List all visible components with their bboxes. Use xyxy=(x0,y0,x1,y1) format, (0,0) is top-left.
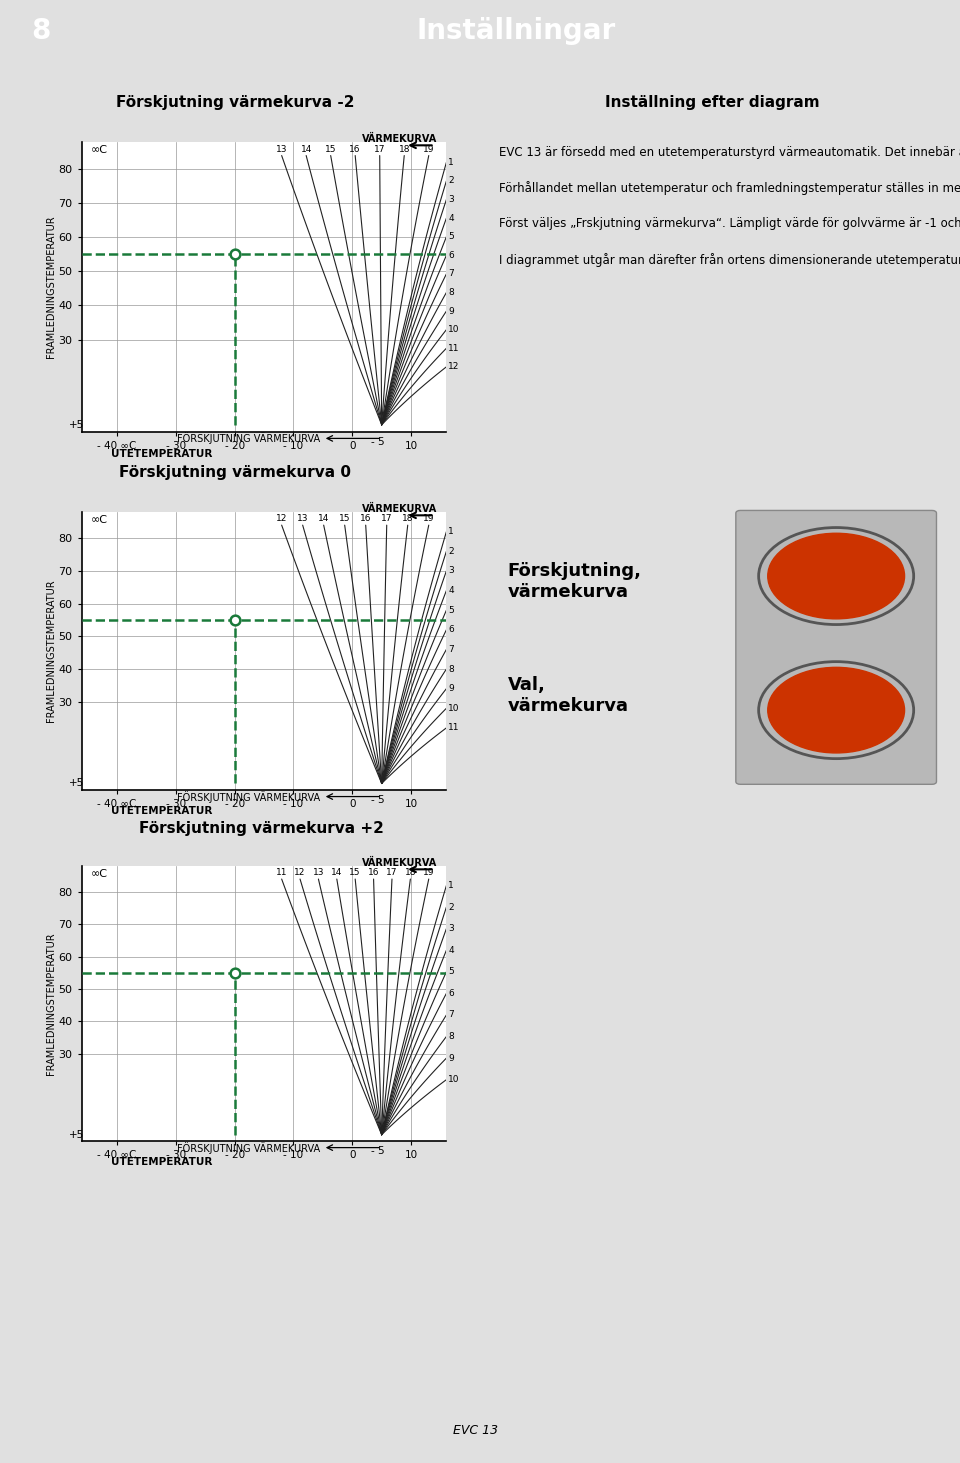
Text: 16: 16 xyxy=(368,869,379,878)
Text: 2: 2 xyxy=(448,903,454,911)
Text: 7: 7 xyxy=(448,1011,454,1020)
Text: 14: 14 xyxy=(300,145,312,154)
Text: 18: 18 xyxy=(402,515,414,524)
Circle shape xyxy=(768,667,904,753)
Text: 7: 7 xyxy=(448,645,454,654)
Text: Val,
värmekurva: Val, värmekurva xyxy=(508,676,629,715)
Text: Förskjutning värmekurva 0: Förskjutning värmekurva 0 xyxy=(119,465,351,480)
Text: 17: 17 xyxy=(386,869,397,878)
Text: 4: 4 xyxy=(448,214,454,222)
Text: Inställningar: Inställningar xyxy=(417,16,615,45)
Text: 10: 10 xyxy=(448,704,460,712)
Text: 8: 8 xyxy=(31,16,51,45)
Text: Inställning efter diagram: Inställning efter diagram xyxy=(606,95,820,110)
Text: VÄRMEKURVA: VÄRMEKURVA xyxy=(362,857,438,868)
Text: 1: 1 xyxy=(448,527,454,535)
Text: 14: 14 xyxy=(331,869,343,878)
Text: ∞C: ∞C xyxy=(90,515,108,525)
Text: 16: 16 xyxy=(349,145,361,154)
Text: 8: 8 xyxy=(448,1031,454,1042)
Text: 4: 4 xyxy=(448,945,454,955)
Text: 17: 17 xyxy=(381,515,393,524)
Text: +5: +5 xyxy=(69,420,84,430)
Text: 9: 9 xyxy=(448,307,454,316)
Text: 15: 15 xyxy=(339,515,350,524)
Text: 10: 10 xyxy=(448,325,460,334)
Text: 5: 5 xyxy=(448,233,454,241)
Text: ∞C: ∞C xyxy=(90,145,108,155)
Text: - 5: - 5 xyxy=(371,1146,385,1156)
Text: 15: 15 xyxy=(324,145,336,154)
Text: Förskjutning värmekurva -2: Förskjutning värmekurva -2 xyxy=(116,95,354,110)
Text: UTETEMPERATUR: UTETEMPERATUR xyxy=(111,806,212,816)
Text: 18: 18 xyxy=(404,869,416,878)
Text: 19: 19 xyxy=(423,515,435,524)
Text: 8: 8 xyxy=(448,664,454,673)
Text: 16: 16 xyxy=(360,515,372,524)
Text: FÖRSKJUTNING VÄRMEKURVA: FÖRSKJUTNING VÄRMEKURVA xyxy=(177,1141,320,1153)
Text: 13: 13 xyxy=(297,515,308,524)
Text: - 5: - 5 xyxy=(371,794,385,805)
Text: 9: 9 xyxy=(448,685,454,693)
Text: 8: 8 xyxy=(448,288,454,297)
Text: 9: 9 xyxy=(448,1053,454,1062)
Text: 2: 2 xyxy=(448,547,454,556)
Text: 3: 3 xyxy=(448,925,454,933)
Text: 3: 3 xyxy=(448,566,454,575)
Text: 13: 13 xyxy=(276,145,287,154)
Text: 6: 6 xyxy=(448,625,454,635)
Y-axis label: FRAMLEDNINGSTEMPERATUR: FRAMLEDNINGSTEMPERATUR xyxy=(46,579,56,723)
Text: 18: 18 xyxy=(398,145,410,154)
Text: VÄRMEKURVA: VÄRMEKURVA xyxy=(362,503,438,514)
Text: 4: 4 xyxy=(448,587,454,595)
Text: 11: 11 xyxy=(276,869,287,878)
Text: EVC 13 är försedd med en utetemperaturstyrd värmeautomatik. Det innebär att pann: EVC 13 är försedd med en utetemperaturst… xyxy=(499,145,960,266)
Text: 12: 12 xyxy=(448,363,460,372)
Text: 10: 10 xyxy=(448,1075,460,1084)
Text: EVC 13: EVC 13 xyxy=(452,1423,498,1437)
Text: 19: 19 xyxy=(423,869,435,878)
Text: 3: 3 xyxy=(448,195,454,203)
Text: UTETEMPERATUR: UTETEMPERATUR xyxy=(111,449,212,458)
Text: 5: 5 xyxy=(448,967,454,976)
Y-axis label: FRAMLEDNINGSTEMPERATUR: FRAMLEDNINGSTEMPERATUR xyxy=(46,215,56,358)
Text: 11: 11 xyxy=(448,723,460,733)
FancyBboxPatch shape xyxy=(736,511,937,784)
Text: ∞C: ∞C xyxy=(90,869,108,879)
Text: 17: 17 xyxy=(374,145,386,154)
Text: Förskjutning värmekurva +2: Förskjutning värmekurva +2 xyxy=(138,821,383,835)
Text: VÄRMEKURVA: VÄRMEKURVA xyxy=(362,133,438,143)
Text: Förskjutning,
värmekurva: Förskjutning, värmekurva xyxy=(508,562,642,601)
Text: 7: 7 xyxy=(448,269,454,278)
Text: 1: 1 xyxy=(448,881,454,890)
Y-axis label: FRAMLEDNINGSTEMPERATUR: FRAMLEDNINGSTEMPERATUR xyxy=(46,932,56,1075)
Text: 12: 12 xyxy=(295,869,305,878)
Text: 13: 13 xyxy=(313,869,324,878)
Text: 6: 6 xyxy=(448,989,454,998)
Text: 1: 1 xyxy=(448,158,454,167)
Text: 5: 5 xyxy=(448,606,454,614)
Text: FÖRSKJUTNING VÄRMEKURVA: FÖRSKJUTNING VÄRMEKURVA xyxy=(177,790,320,803)
Text: 19: 19 xyxy=(423,145,435,154)
Text: 14: 14 xyxy=(318,515,329,524)
Text: 11: 11 xyxy=(448,344,460,353)
Text: +5: +5 xyxy=(69,1129,84,1140)
Text: 12: 12 xyxy=(276,515,287,524)
Text: - 5: - 5 xyxy=(371,436,385,446)
Text: 2: 2 xyxy=(448,177,454,186)
Text: +5: +5 xyxy=(69,778,84,789)
Text: 15: 15 xyxy=(349,869,361,878)
Text: FÖRSKJUTNING VÄRMEKURVA: FÖRSKJUTNING VÄRMEKURVA xyxy=(177,433,320,445)
Text: 6: 6 xyxy=(448,250,454,260)
Circle shape xyxy=(768,533,904,619)
Text: UTETEMPERATUR: UTETEMPERATUR xyxy=(111,1157,212,1167)
